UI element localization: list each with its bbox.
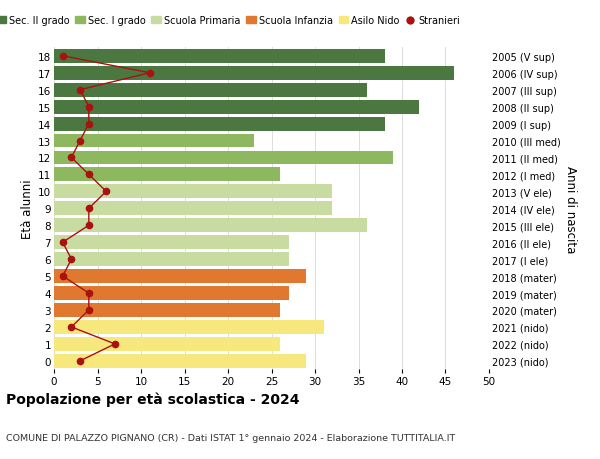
- Bar: [54, 303, 280, 317]
- Bar: [54, 320, 324, 334]
- Bar: [54, 101, 419, 114]
- Bar: [54, 236, 289, 250]
- Y-axis label: Anni di nascita: Anni di nascita: [564, 165, 577, 252]
- Bar: [54, 252, 289, 267]
- Bar: [54, 337, 280, 351]
- Bar: [54, 185, 332, 199]
- Bar: [54, 134, 254, 148]
- Bar: [54, 286, 289, 300]
- Bar: [54, 50, 385, 64]
- Bar: [54, 151, 394, 165]
- Bar: [54, 219, 367, 233]
- Text: COMUNE DI PALAZZO PIGNANO (CR) - Dati ISTAT 1° gennaio 2024 - Elaborazione TUTTI: COMUNE DI PALAZZO PIGNANO (CR) - Dati IS…: [6, 432, 455, 442]
- Bar: [54, 67, 454, 80]
- Bar: [54, 168, 280, 182]
- Legend: Sec. II grado, Sec. I grado, Scuola Primaria, Scuola Infanzia, Asilo Nido, Stran: Sec. II grado, Sec. I grado, Scuola Prim…: [0, 16, 460, 26]
- Bar: [54, 354, 306, 368]
- Bar: [54, 84, 367, 97]
- Bar: [54, 269, 306, 283]
- Text: Popolazione per età scolastica - 2024: Popolazione per età scolastica - 2024: [6, 392, 299, 406]
- Bar: [54, 202, 332, 216]
- Y-axis label: Età alunni: Età alunni: [21, 179, 34, 239]
- Bar: [54, 118, 385, 131]
